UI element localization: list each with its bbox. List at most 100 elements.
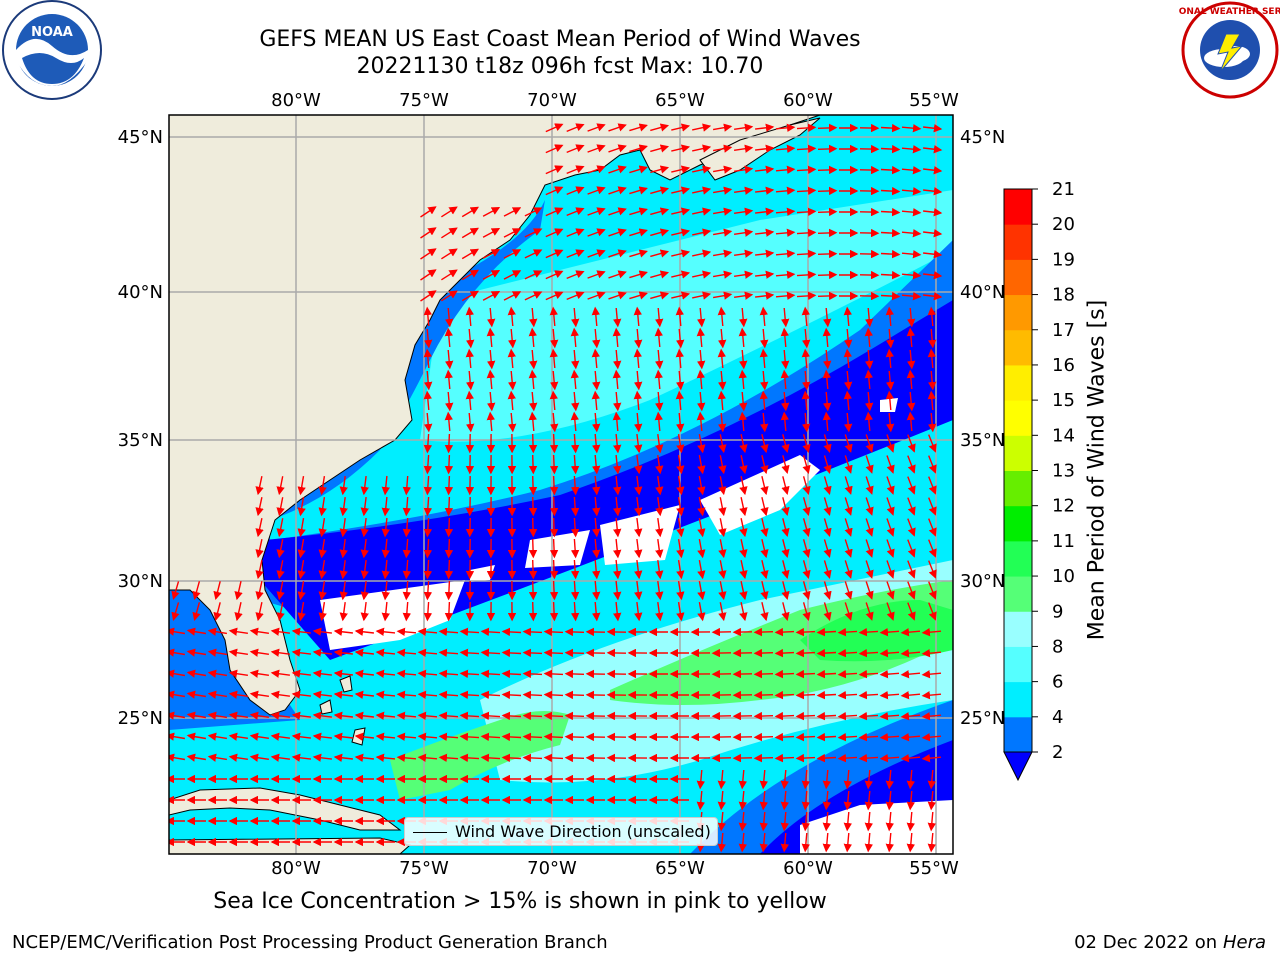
wave-arrow: [928, 539, 937, 558]
wave-arrow: [549, 328, 559, 349]
wave-arrow: [717, 790, 727, 811]
wave-arrow: [587, 165, 606, 174]
wave-arrow: [564, 648, 585, 658]
wave-arrow: [775, 270, 796, 280]
wave-arrow: [864, 349, 874, 370]
wave-arrow: [739, 539, 748, 559]
calm-patch-7: [800, 800, 953, 854]
wave-arrow: [480, 690, 501, 700]
wave-arrow: [333, 627, 353, 636]
wave-arrow: [843, 790, 853, 811]
wave-arrow: [564, 711, 585, 721]
wave-arrow: [612, 391, 622, 412]
wave-arrow: [822, 790, 832, 811]
wave-arrow: [755, 144, 775, 153]
wave-arrow: [186, 753, 207, 762]
wave-arrow: [634, 581, 643, 601]
wave-arrow: [339, 518, 348, 538]
wave-arrow: [801, 790, 811, 811]
wave-arrow: [697, 475, 706, 496]
wave-arrow: [570, 517, 580, 538]
wave-arrow: [795, 627, 816, 637]
wave-arrow: [718, 539, 727, 559]
wave-arrow: [522, 711, 543, 721]
wave-arrow: [802, 455, 811, 475]
wave-arrow: [591, 538, 601, 559]
lat-label: 25°N: [118, 708, 163, 729]
wave-arrow: [817, 249, 838, 259]
wave-arrow: [759, 348, 769, 369]
wave-arrow: [671, 249, 691, 258]
wave-arrow: [459, 753, 480, 763]
wave-arrow: [879, 732, 900, 742]
wave-arrow: [928, 455, 937, 474]
wave-arrow: [228, 711, 249, 720]
wave-arrow: [671, 270, 691, 279]
wave-arrow: [528, 433, 538, 454]
wave-arrow: [486, 307, 496, 328]
wave-arrow: [228, 669, 249, 678]
wave-arrow: [775, 165, 796, 175]
wave-arrow: [753, 627, 774, 637]
wave-arrow: [528, 307, 538, 328]
wave-arrow: [545, 228, 564, 238]
wave-arrow: [171, 602, 180, 621]
lat-labels-right: 45°N 40°N 35°N 30°N 25°N: [960, 127, 1005, 729]
wave-arrow: [608, 144, 627, 153]
wave-arrow: [587, 270, 606, 279]
wave-arrow: [255, 539, 264, 559]
wave-arrow: [753, 690, 774, 700]
wave-arrow: [612, 307, 622, 328]
wave-arrow: [249, 690, 270, 699]
wave-arrow: [822, 411, 832, 432]
wave-arrow: [760, 455, 769, 475]
wave-arrow: [885, 370, 895, 391]
wave-arrow: [587, 144, 606, 153]
wave-arrow: [923, 166, 943, 175]
wave-arrow: [249, 669, 270, 678]
wave-arrow: [837, 732, 858, 742]
wave-arrow: [864, 327, 874, 348]
wave-arrow: [802, 560, 811, 580]
wave-arrow: [169, 627, 186, 636]
sea-ice-note: Sea Ice Concentration > 15% is shown in …: [213, 889, 827, 914]
wave-arrow: [906, 369, 916, 390]
wave-arrow: [613, 538, 622, 559]
wave-arrow: [697, 496, 706, 517]
wave-arrow: [634, 497, 643, 517]
wave-arrow: [441, 248, 458, 260]
wave-arrow: [775, 186, 796, 196]
wave-arrow: [795, 648, 816, 658]
wave-arrow: [655, 518, 664, 538]
wave-arrow: [591, 601, 601, 622]
wave-arrow: [420, 227, 437, 239]
wave-arrow: [591, 433, 601, 454]
wave-arrow: [675, 370, 685, 391]
colorbar-segment: [1004, 540, 1032, 577]
wave-arrow: [843, 412, 853, 433]
wave-arrow: [549, 559, 559, 580]
wave-arrow: [927, 832, 937, 853]
wave-arrow: [360, 497, 369, 517]
wave-arrow: [423, 306, 433, 327]
wave-arrow: [927, 370, 937, 391]
colorbar-tick-label: 17: [1052, 320, 1075, 341]
wave-arrow: [906, 811, 916, 832]
wave-arrow: [759, 811, 769, 832]
land-cuba: [169, 787, 402, 831]
lat-label: 45°N: [118, 127, 163, 148]
wave-arrow: [921, 627, 942, 637]
wave-arrow: [297, 496, 306, 517]
wave-arrow: [591, 496, 601, 517]
wave-arrow: [823, 476, 832, 495]
wave-arrow: [423, 370, 433, 391]
wave-arrow: [423, 348, 433, 369]
wave-arrow: [738, 811, 748, 832]
wave-arrow: [671, 228, 691, 237]
wave-arrow: [801, 390, 811, 411]
wave-arrow: [465, 306, 475, 327]
wave-arrow: [774, 732, 795, 742]
wave-arrow: [879, 753, 900, 763]
wave-arrow: [676, 580, 685, 601]
wave-arrow: [564, 732, 585, 742]
